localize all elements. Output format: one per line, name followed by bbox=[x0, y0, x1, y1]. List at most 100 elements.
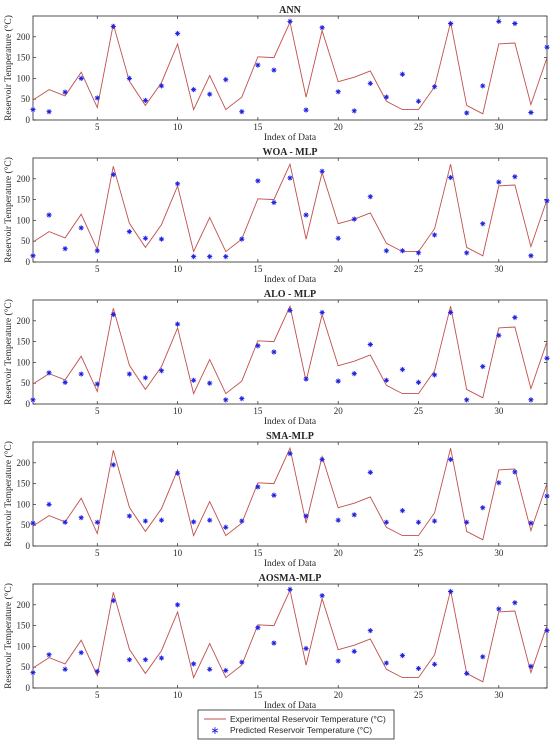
y-tick-label: 100 bbox=[17, 215, 31, 225]
y-tick-label: 150 bbox=[17, 479, 31, 489]
predicted-point bbox=[367, 80, 373, 86]
predicted-point bbox=[30, 397, 36, 403]
predicted-point bbox=[223, 77, 229, 83]
predicted-point bbox=[271, 492, 277, 498]
predicted-point bbox=[496, 332, 502, 338]
y-tick-label: 0 bbox=[26, 683, 31, 693]
predicted-point bbox=[431, 661, 438, 667]
panel-title: ALO - MLP bbox=[264, 289, 316, 300]
predicted-point bbox=[126, 75, 132, 81]
predicted-point bbox=[30, 253, 36, 259]
predicted-point bbox=[512, 174, 518, 180]
predicted-point bbox=[528, 520, 534, 526]
predicted-point bbox=[383, 377, 389, 383]
experimental-line bbox=[33, 446, 547, 541]
predicted-point bbox=[319, 25, 325, 31]
predicted-point bbox=[239, 659, 245, 665]
predicted-point bbox=[110, 462, 116, 468]
predicted-point bbox=[255, 178, 261, 184]
predicted-point bbox=[415, 665, 422, 672]
x-axis-label: Index of Data bbox=[264, 558, 317, 569]
y-tick-label: 100 bbox=[17, 357, 31, 367]
predicted-point bbox=[158, 368, 165, 374]
predicted-point bbox=[158, 83, 165, 89]
axes-box bbox=[32, 441, 548, 547]
predicted-point bbox=[110, 311, 116, 318]
predicted-point bbox=[94, 668, 100, 674]
predicted-point bbox=[303, 212, 309, 218]
predicted-point bbox=[303, 107, 309, 113]
panel-title: AOSMA-MLP bbox=[259, 573, 322, 584]
x-tick-label: 15 bbox=[253, 548, 263, 558]
x-tick-label: 25 bbox=[414, 122, 424, 132]
predicted-point bbox=[46, 501, 52, 507]
predicted-point bbox=[528, 253, 534, 259]
predicted-point bbox=[191, 253, 197, 260]
predicted-point bbox=[62, 666, 68, 672]
predicted-point bbox=[415, 519, 422, 525]
predicted-point bbox=[448, 309, 454, 316]
predicted-point bbox=[544, 493, 550, 499]
experimental-line bbox=[33, 304, 547, 399]
predicted-point bbox=[30, 107, 36, 113]
predicted-point bbox=[399, 366, 406, 373]
predicted-point bbox=[399, 652, 406, 659]
predicted-point bbox=[126, 371, 132, 377]
predicted-point bbox=[207, 517, 213, 523]
predicted-point bbox=[207, 253, 213, 260]
panel-1: ANN 0 50 100 150 200 5 10 15 20 25 30 Index of Data R… bbox=[3, 5, 550, 143]
predicted-point bbox=[94, 95, 100, 101]
predicted-point bbox=[544, 44, 550, 50]
panel-3: ALO - MLP 0 50 100 150 200 5 10 15 20 25 30 Index of… bbox=[3, 289, 550, 427]
predicted-point bbox=[544, 627, 550, 634]
predicted-point bbox=[239, 518, 245, 524]
predicted-point bbox=[126, 229, 132, 235]
y-tick-label: 100 bbox=[17, 499, 31, 509]
predicted-point bbox=[335, 235, 341, 241]
y-tick-label: 150 bbox=[17, 337, 31, 347]
x-tick-label: 20 bbox=[334, 264, 344, 274]
predicted-point bbox=[399, 248, 406, 254]
experimental-line bbox=[33, 162, 547, 257]
predicted-point bbox=[255, 343, 261, 349]
predicted-point bbox=[464, 250, 470, 256]
predicted-point bbox=[383, 248, 389, 254]
panel-4: SMA-MLP 0 50 100 150 200 5 10 15 20 25 30 Index of D… bbox=[3, 431, 550, 569]
predicted-point bbox=[335, 89, 341, 95]
x-axis-label: Index of Data bbox=[264, 700, 317, 711]
y-tick-label: 0 bbox=[26, 399, 31, 409]
predicted-point bbox=[142, 518, 149, 524]
predicted-point bbox=[78, 75, 84, 81]
predicted-point bbox=[351, 108, 357, 114]
predicted-point bbox=[255, 625, 261, 631]
predicted-point bbox=[303, 376, 309, 382]
x-tick-label: 30 bbox=[494, 122, 504, 132]
x-tick-label: 15 bbox=[253, 264, 263, 274]
panel-2: WOA - MLP 0 50 100 150 200 5 10 15 20 25 30 Index of… bbox=[3, 147, 550, 285]
x-tick-label: 20 bbox=[334, 548, 344, 558]
predicted-point bbox=[480, 654, 486, 660]
predicted-point bbox=[351, 371, 357, 377]
predicted-point bbox=[303, 645, 309, 652]
y-axis-label: Reservoir Temperature (°C) bbox=[3, 157, 14, 263]
predicted-point bbox=[223, 667, 229, 674]
y-tick-label: 200 bbox=[17, 316, 31, 326]
predicted-point bbox=[158, 236, 165, 242]
predicted-point bbox=[496, 179, 502, 185]
y-tick-label: 50 bbox=[21, 520, 31, 530]
panel-title: SMA-MLP bbox=[266, 431, 314, 442]
predicted-point bbox=[544, 355, 550, 361]
predicted-point bbox=[367, 341, 373, 348]
y-tick-label: 200 bbox=[17, 174, 31, 184]
y-tick-label: 0 bbox=[26, 541, 31, 551]
predicted-point bbox=[512, 600, 518, 606]
predicted-point bbox=[78, 225, 84, 231]
x-tick-label: 10 bbox=[173, 406, 183, 416]
predicted-point bbox=[480, 221, 486, 227]
predicted-point bbox=[496, 606, 502, 612]
x-tick-label: 25 bbox=[414, 406, 424, 416]
y-tick-label: 100 bbox=[17, 73, 31, 83]
predicted-point bbox=[142, 657, 149, 663]
predicted-point bbox=[399, 508, 406, 514]
